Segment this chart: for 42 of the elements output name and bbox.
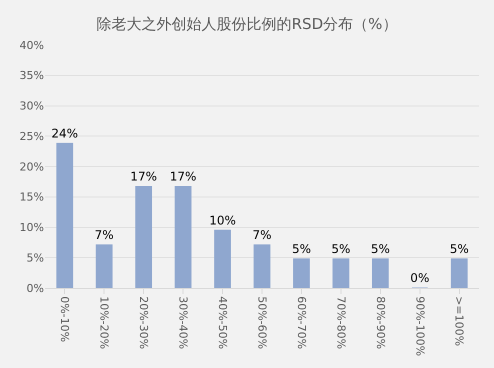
data-label: 7% [252,228,272,242]
x-tick-label: 80%-90% [374,296,387,350]
y-tick-label: 40% [20,38,44,52]
x-tick-label: 0%-10% [58,296,72,342]
x-tick-label: 30%-40% [176,296,190,350]
data-label: 5% [331,242,350,256]
x-tick-label: 90%-100% [413,296,426,356]
bar [293,258,310,288]
y-tick-label: 5% [26,251,44,264]
x-tick-label: 20%-30% [137,296,150,350]
bar [332,258,350,288]
bar [214,230,231,288]
x-tick-label: 50%-60% [255,296,268,350]
y-tick-label: 25% [20,130,44,143]
data-label: 5% [450,242,469,256]
bar [135,186,152,288]
y-tick-label: 10% [20,221,44,234]
x-tick-label: 60%-70% [294,296,308,350]
data-label: 7% [94,228,114,242]
x-tick-label: 40%-50% [216,296,229,350]
bar [96,244,113,288]
y-tick-label: 35% [20,69,44,82]
y-tick-label: 15% [20,190,44,204]
chart-title: 除老大之外创始人股份比例的RSD分布（%） [96,14,398,33]
data-label: 0% [410,271,430,285]
y-tick-label: 30% [20,100,44,113]
x-tick-label: >=100% [452,296,466,346]
data-label: 5% [292,242,311,256]
bar [56,142,74,288]
x-tick-label: 10%-20% [98,296,111,350]
bar [174,186,192,288]
data-label: 10% [209,213,236,228]
bar [450,258,468,288]
data-label: 17% [170,170,196,184]
bar [254,244,270,288]
data-label: 24% [51,126,78,140]
x-tick-label: 70%-80% [334,296,348,350]
data-label: 5% [370,242,390,256]
data-label: 17% [130,170,157,184]
y-tick-label: 20% [20,160,44,174]
y-tick-label: 0% [26,282,44,295]
bar [372,258,389,288]
